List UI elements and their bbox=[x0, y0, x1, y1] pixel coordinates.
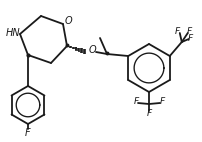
Text: HN: HN bbox=[6, 28, 20, 38]
Text: F: F bbox=[25, 128, 31, 138]
Text: F: F bbox=[175, 27, 180, 36]
Text: O: O bbox=[64, 16, 72, 26]
Text: F: F bbox=[134, 98, 139, 106]
Text: O: O bbox=[88, 45, 96, 55]
Text: F: F bbox=[188, 34, 193, 42]
Text: F: F bbox=[159, 98, 165, 106]
Text: F: F bbox=[187, 27, 192, 36]
Text: F: F bbox=[146, 108, 152, 117]
